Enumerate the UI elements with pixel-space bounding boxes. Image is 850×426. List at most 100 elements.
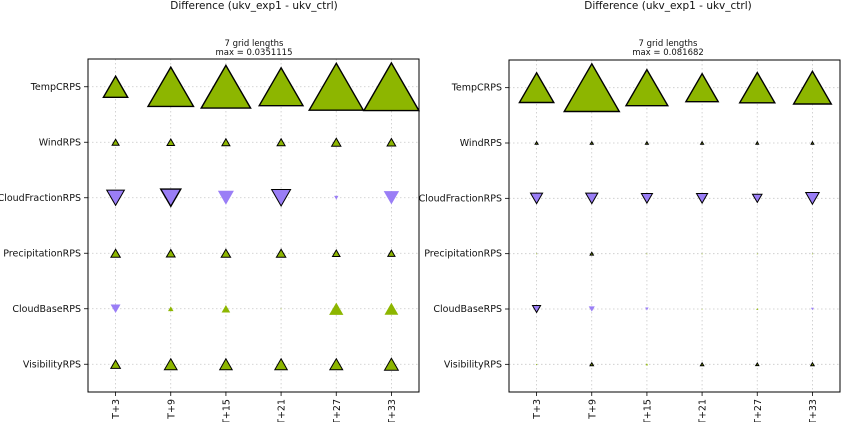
triangle-marker — [701, 308, 703, 310]
triangle-marker — [199, 64, 252, 109]
triangle-marker — [536, 253, 538, 255]
triangle-marker — [146, 65, 195, 108]
triangle-marker — [217, 190, 234, 205]
triangle-marker — [588, 306, 595, 312]
chart-scale-note: 7 grid lengths — [225, 39, 285, 49]
triangle-marker — [383, 357, 400, 371]
triangle-marker — [110, 304, 121, 313]
triangle-marker — [218, 357, 234, 371]
column-label: T+3 — [532, 399, 543, 420]
triangle-marker — [810, 307, 814, 311]
triangle-marker — [644, 140, 650, 145]
row-label: TempCRPS — [30, 82, 81, 93]
row-label: VisibilityRPS — [444, 359, 502, 370]
triangle-marker — [270, 189, 292, 208]
row-label: CloudBaseRPS — [433, 304, 502, 315]
chart-scale-note: 7 grid lengths — [639, 39, 699, 49]
triangle-marker — [307, 61, 365, 111]
triangle-marker — [166, 137, 176, 146]
triangle-marker — [280, 308, 282, 310]
triangle-marker — [330, 137, 342, 147]
triangle-marker — [163, 357, 178, 371]
triangle-marker — [386, 137, 397, 147]
plot-frame — [87, 58, 420, 393]
triangle-marker — [754, 362, 760, 367]
plot-frame — [508, 59, 841, 393]
triangle-marker — [109, 359, 122, 369]
triangle-marker — [534, 140, 539, 145]
triangle-marker — [168, 306, 174, 312]
triangle-marker — [699, 361, 705, 367]
chart-panel-1: Difference (ukv_exp1 - ukv_ctrl) 7 grid l… — [0, 0, 421, 426]
chart-max-note: max = 0.081682 — [632, 48, 704, 58]
triangle-marker — [111, 138, 120, 146]
triangle-marker — [105, 189, 126, 207]
triangle-marker — [645, 363, 649, 366]
triangle-marker — [701, 253, 703, 255]
column-label: T+15 — [642, 399, 653, 422]
triangle-marker — [329, 302, 344, 315]
triangle-marker — [384, 302, 399, 315]
chart-title: Difference (ukv_exp1 - ukv_ctrl) — [584, 0, 751, 12]
triangle-marker — [221, 137, 231, 147]
triangle-marker — [804, 192, 821, 206]
column-label: T+33 — [808, 399, 819, 422]
triangle-marker — [273, 357, 289, 371]
column-label: T+27 — [753, 399, 764, 422]
triangle-marker — [589, 251, 595, 256]
triangle-marker — [589, 361, 595, 367]
row-label: PrecipitationRPS — [3, 248, 81, 259]
triangle-marker — [811, 253, 813, 255]
triangle-marker — [756, 253, 758, 255]
triangle-marker — [584, 192, 599, 205]
triangle-marker — [518, 71, 556, 104]
triangle-marker — [589, 140, 595, 145]
triangle-marker — [562, 62, 621, 113]
column-label: T+15 — [221, 399, 232, 422]
chart-panel-2: Difference (ukv_exp1 - ukv_ctrl) 7 grid l… — [419, 0, 841, 426]
column-label: T+27 — [332, 399, 343, 422]
chart-title: Difference (ukv_exp1 - ukv_ctrl) — [170, 0, 337, 12]
row-label: CloudBaseRPS — [12, 304, 81, 315]
triangle-marker — [331, 248, 341, 257]
row-label: CloudFractionRPS — [419, 193, 502, 204]
triangle-marker — [334, 195, 339, 200]
row-label: PrecipitationRPS — [424, 249, 502, 260]
triangle-marker — [699, 140, 705, 145]
triangle-marker — [386, 249, 396, 257]
column-label: T+9 — [166, 399, 177, 420]
column-label: T+21 — [698, 399, 709, 422]
triangle-marker — [221, 305, 231, 313]
row-label: TempCRPS — [451, 83, 502, 94]
column-label: T+21 — [277, 399, 288, 422]
triangle-marker — [809, 361, 816, 367]
chart-max-note: max = 0.0351115 — [215, 48, 292, 58]
column-label: T+33 — [387, 399, 398, 422]
row-label: WindRPS — [460, 138, 502, 149]
triangle-marker — [276, 137, 286, 147]
triangle-marker — [383, 191, 400, 205]
row-label: WindRPS — [39, 137, 81, 148]
triangle-marker — [646, 253, 648, 255]
triangle-marker — [110, 248, 122, 258]
triangle-marker — [159, 188, 183, 208]
triangle-marker — [738, 71, 777, 104]
triangle-marker — [102, 74, 129, 99]
triangle-marker — [755, 140, 760, 145]
triangle-marker — [640, 193, 654, 205]
triangle-marker — [756, 308, 759, 310]
triangle-marker — [275, 248, 287, 258]
triangle-marker — [531, 305, 542, 314]
triangle-marker — [535, 363, 538, 365]
triangle-marker — [328, 357, 344, 371]
triangle-marker — [257, 66, 305, 107]
row-label: VisibilityRPS — [23, 359, 81, 370]
column-label: T+3 — [111, 399, 122, 420]
row-label: CloudFractionRPS — [0, 193, 81, 204]
triangle-marker — [220, 248, 232, 258]
triangle-marker — [165, 248, 176, 258]
triangle-marker — [362, 61, 421, 112]
triangle-marker — [684, 72, 720, 103]
